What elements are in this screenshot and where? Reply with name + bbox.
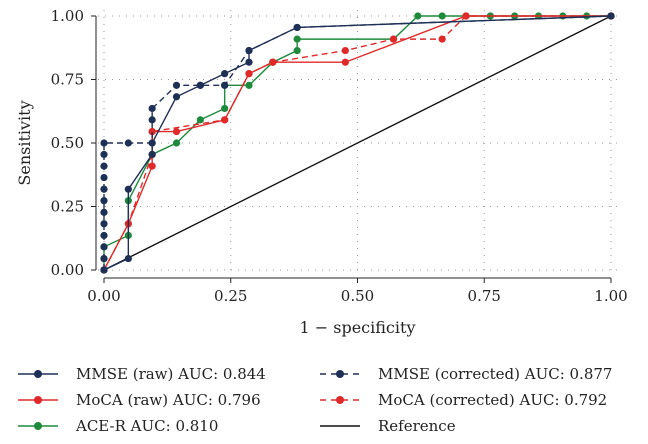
legend-item: Reference — [320, 417, 456, 435]
data-point — [221, 70, 229, 78]
data-point — [100, 162, 108, 170]
y-tick-label: 1.00 — [51, 7, 84, 25]
data-point — [245, 58, 253, 66]
data-point — [341, 46, 349, 55]
legend-label: Reference — [378, 417, 456, 435]
data-point — [100, 150, 108, 159]
data-point — [172, 139, 181, 147]
data-point — [148, 162, 156, 170]
data-point — [172, 127, 181, 136]
legend-label: MoCA (corrected) AUC: 0.792 — [378, 391, 607, 409]
data-point — [172, 81, 181, 89]
data-point — [100, 243, 108, 251]
data-point — [100, 254, 108, 263]
data-point — [124, 254, 132, 263]
y-tick-label: 0.00 — [51, 261, 84, 279]
x-tick-label: 0.75 — [468, 287, 501, 305]
legend: MMSE (raw) AUC: 0.844 MMSE (corrected) AU… — [18, 365, 612, 435]
y-axis: 0.00 0.25 0.50 0.75 1.00 — [51, 7, 96, 279]
data-point — [148, 139, 156, 147]
data-point — [196, 116, 204, 124]
legend-item: MoCA (raw) AUC: 0.796 — [18, 391, 261, 409]
x-tick-label: 0.50 — [341, 287, 374, 305]
x-tick-label: 1.00 — [594, 287, 627, 305]
data-point — [462, 12, 470, 20]
x-axis: 0.00 0.25 0.50 0.75 1.00 — [87, 278, 628, 305]
series-line — [103, 15, 611, 271]
legend-marker — [336, 396, 344, 404]
series-1 — [100, 12, 615, 274]
legend-item: MoCA (corrected) AUC: 0.792 — [320, 391, 607, 409]
legend-item: ACE-R AUC: 0.810 — [18, 417, 218, 435]
legend-marker — [34, 370, 42, 378]
y-tick-label: 0.50 — [51, 134, 84, 152]
legend-marker — [34, 396, 42, 404]
data-point — [221, 81, 229, 89]
data-point — [148, 116, 156, 124]
y-axis-title: Sensitivity — [15, 100, 34, 185]
data-point — [172, 93, 181, 101]
data-point — [100, 139, 108, 147]
data-point — [245, 70, 253, 78]
legend-marker — [34, 422, 42, 430]
data-point — [293, 23, 301, 32]
data-point — [607, 12, 615, 20]
series-line — [103, 15, 612, 271]
data-point — [221, 116, 229, 124]
y-tick-label: 0.25 — [51, 198, 84, 216]
data-point — [100, 220, 108, 228]
legend-label: ACE-R AUC: 0.810 — [75, 417, 218, 435]
x-tick-label: 0.25 — [214, 287, 247, 305]
data-point — [245, 46, 253, 55]
data-point — [124, 185, 132, 193]
data-point — [100, 197, 108, 205]
y-tick-label: 0.75 — [51, 71, 84, 89]
legend-item: MMSE (raw) AUC: 0.844 — [18, 365, 266, 383]
data-point — [293, 35, 301, 43]
data-point — [438, 35, 446, 43]
legend-label: MMSE (raw) AUC: 0.844 — [76, 365, 266, 383]
data-point — [148, 150, 156, 159]
data-point — [245, 81, 253, 89]
data-point — [389, 35, 398, 43]
data-point — [148, 104, 156, 113]
series-line — [103, 15, 612, 270]
legend-marker — [336, 370, 344, 378]
data-point — [100, 185, 108, 193]
legend-item: MMSE (corrected) AUC: 0.877 — [320, 365, 612, 383]
data-point — [221, 104, 229, 113]
data-point — [269, 58, 277, 66]
legend-label: MMSE (corrected) AUC: 0.877 — [378, 365, 612, 383]
data-point — [196, 81, 204, 89]
data-point — [293, 46, 301, 55]
series-group — [100, 12, 615, 274]
data-point — [148, 127, 156, 136]
data-point — [124, 139, 132, 147]
legend-label: MoCA (raw) AUC: 0.796 — [76, 391, 261, 409]
x-tick-label: 0.00 — [87, 287, 120, 305]
x-axis-title: 1 − specificity — [300, 318, 416, 337]
data-point — [100, 208, 108, 216]
data-point — [341, 58, 349, 66]
data-point — [100, 266, 108, 274]
series-5 — [103, 15, 612, 271]
data-point — [438, 12, 446, 20]
data-point — [100, 231, 108, 240]
data-point — [414, 12, 422, 20]
data-point — [100, 173, 108, 182]
